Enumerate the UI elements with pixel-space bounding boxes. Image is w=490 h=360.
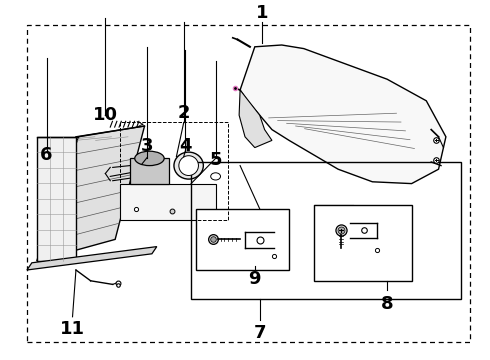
FancyBboxPatch shape (314, 205, 412, 281)
Text: 7: 7 (253, 324, 266, 342)
Ellipse shape (179, 156, 198, 175)
Ellipse shape (174, 152, 203, 179)
Text: 3: 3 (141, 137, 153, 155)
Text: 9: 9 (248, 270, 261, 288)
FancyBboxPatch shape (196, 209, 289, 270)
Ellipse shape (211, 173, 220, 180)
Text: 10: 10 (93, 106, 118, 124)
Text: 8: 8 (381, 295, 393, 313)
Text: 1: 1 (256, 4, 269, 22)
Polygon shape (37, 126, 145, 261)
Polygon shape (240, 45, 446, 184)
Text: 4: 4 (179, 137, 192, 155)
Polygon shape (120, 184, 216, 220)
Text: 5: 5 (209, 151, 222, 169)
Text: 2: 2 (177, 104, 190, 122)
Polygon shape (27, 247, 157, 270)
Polygon shape (37, 137, 76, 261)
Ellipse shape (135, 151, 164, 166)
Polygon shape (239, 90, 272, 148)
Text: 11: 11 (60, 320, 85, 338)
Polygon shape (130, 158, 169, 184)
Text: 6: 6 (40, 146, 53, 164)
